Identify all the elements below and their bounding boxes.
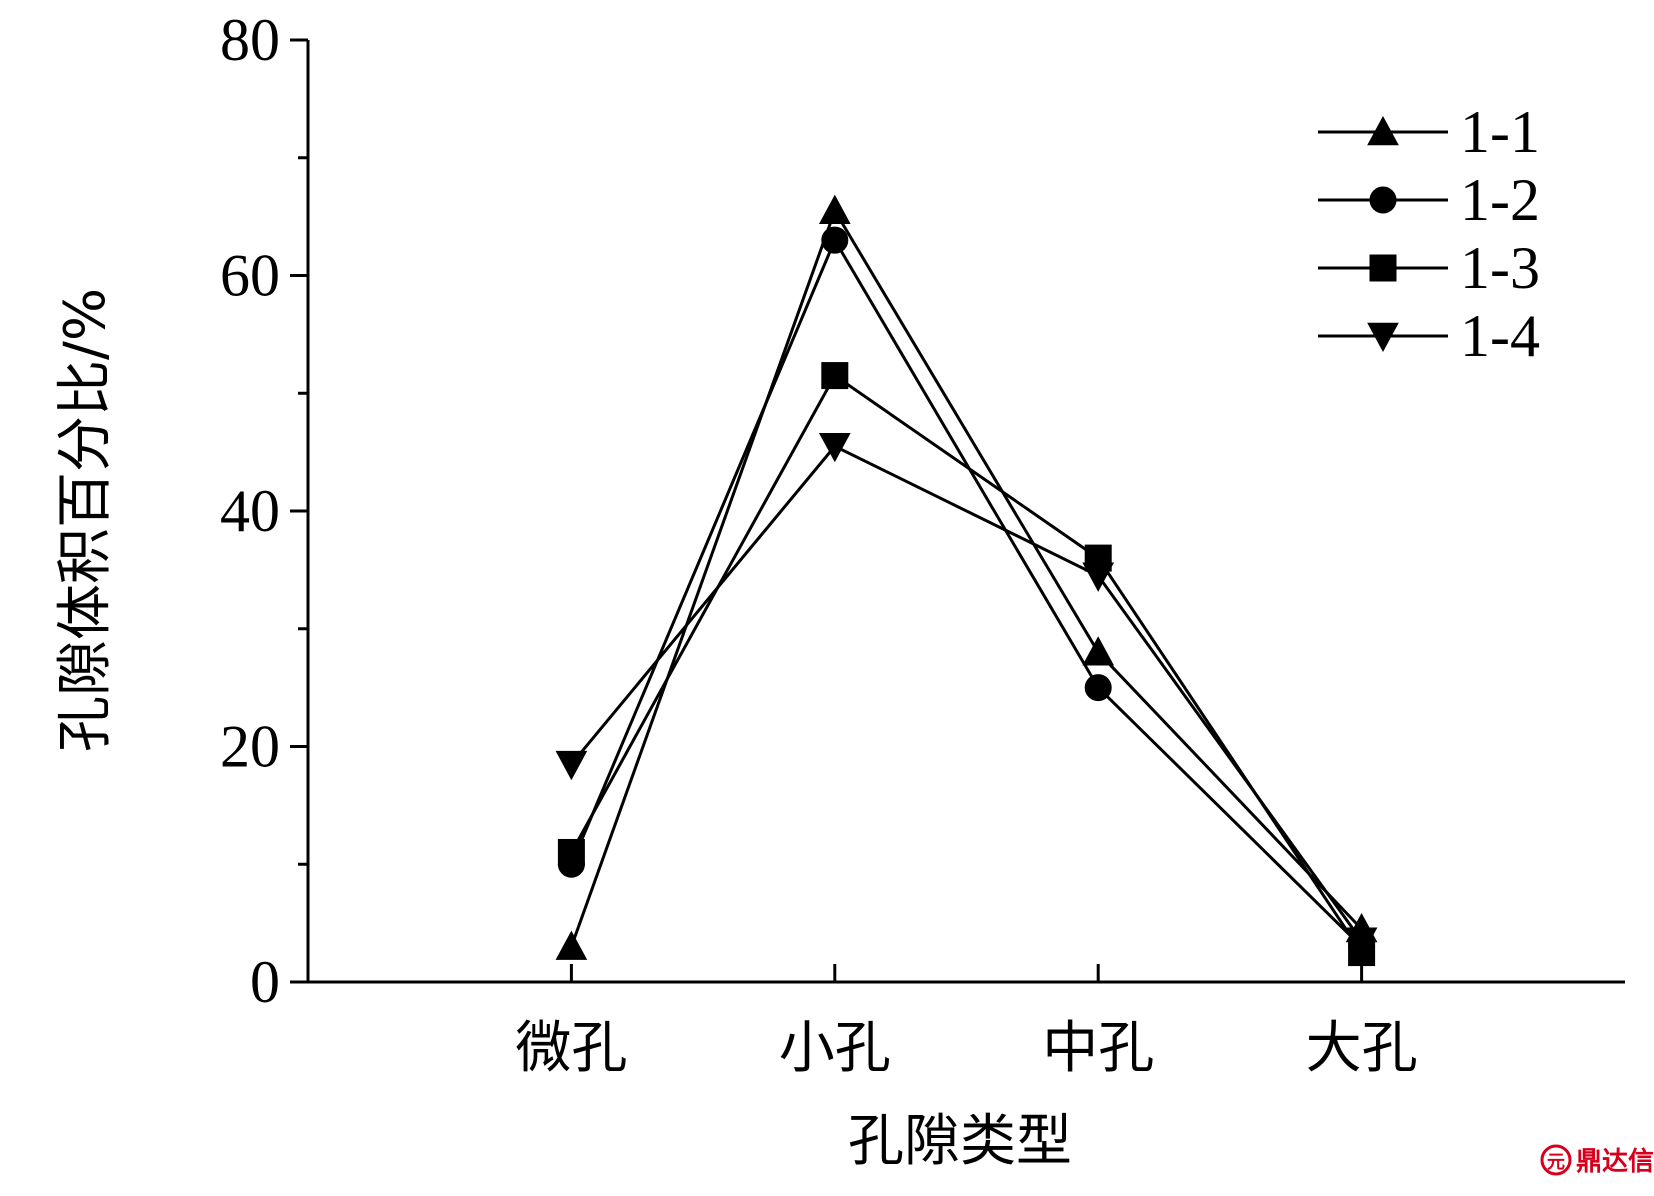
data-point-1-2 [1084,674,1112,702]
legend-item-1-2: 1-2 [1318,167,1540,233]
legend-marker-1-1 [1367,115,1399,146]
series-1-1 [555,194,1378,960]
legend-item-1-1: 1-1 [1318,99,1540,165]
series-line-1-3 [570,373,1363,954]
data-point-1-1 [1082,636,1115,666]
data-point-1-4 [1345,927,1378,957]
legend-label: 1-4 [1460,303,1540,369]
series-group [555,194,1378,967]
legend-label: 1-1 [1460,99,1540,165]
x-tick-label: 大孔 [1306,1016,1418,1081]
series-1-2 [557,226,1376,961]
legend-marker-1-4 [1367,322,1399,353]
watermark-logo-icon [1540,1144,1572,1176]
watermark-text: 鼎达信 [1576,1147,1654,1177]
data-point-1-2 [821,226,849,254]
data-point-1-1 [555,930,588,960]
series-1-3 [557,362,1376,967]
watermark-logo-glyph: 元 [1547,1152,1565,1173]
legend-item-1-3: 1-3 [1318,235,1540,301]
watermark: 元 鼎达信 [1540,1144,1654,1177]
y-tick-label: 20 [220,714,280,780]
y-axis-title: 孔隙体积百分比/% [53,288,118,752]
series-line-1-4 [570,444,1363,942]
legend-label: 1-3 [1460,235,1540,301]
data-point-1-1 [818,194,851,224]
y-ticks: 0 20 40 60 80 [220,7,308,1015]
x-ticks: 微孔 小孔 中孔 大孔 [515,964,1418,1081]
x-axis-title: 孔隙类型 [848,1109,1072,1174]
legend-marker-1-2 [1369,186,1397,214]
legend-marker-1-3 [1369,254,1397,282]
legend-label: 1-2 [1460,167,1540,233]
data-point-1-3 [821,362,849,390]
y-tick-label: 40 [220,478,280,544]
series-line-1-2 [570,236,1363,948]
y-tick-label: 0 [250,949,280,1015]
data-point-1-4 [818,432,851,463]
legend: 1-11-21-31-4 [1318,99,1540,369]
y-tick-label: 80 [220,7,280,73]
x-tick-label: 微孔 [515,1016,627,1081]
series-1-4 [555,432,1378,957]
x-tick-label: 中孔 [1042,1016,1154,1081]
series-line-1-1 [569,207,1363,948]
x-tick-label: 小孔 [779,1016,891,1081]
legend-item-1-4: 1-4 [1318,303,1540,369]
data-point-1-3 [557,838,585,866]
y-tick-label: 60 [220,243,280,309]
data-point-1-4 [1082,562,1115,592]
data-point-1-4 [555,750,588,781]
